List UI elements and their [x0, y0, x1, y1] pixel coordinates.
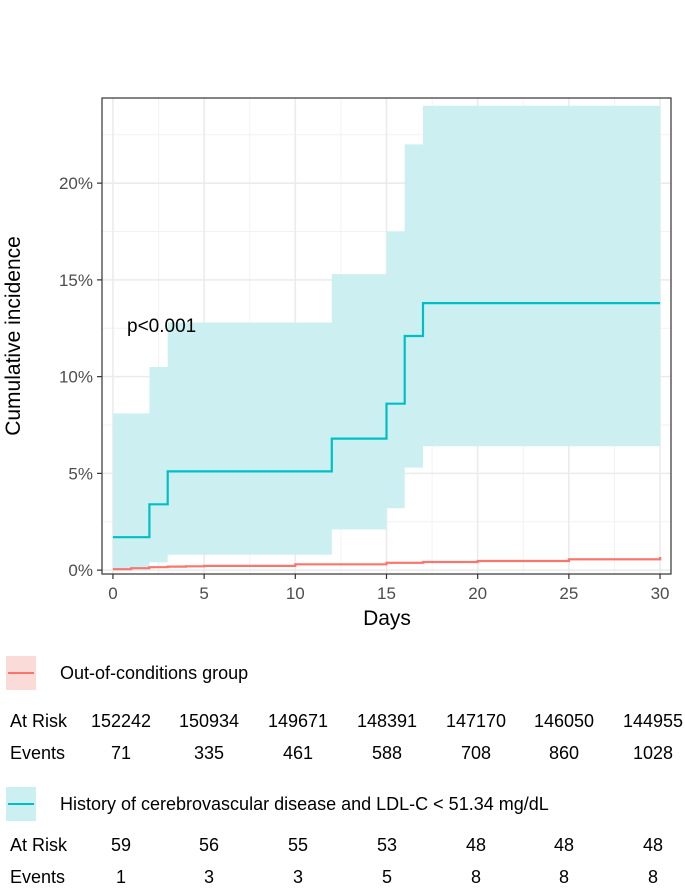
y-tick-label: 15%	[59, 271, 93, 290]
at-risk-label: At Risk	[10, 835, 68, 855]
events-label: Events	[10, 743, 66, 763]
y-tick-label: 10%	[59, 368, 93, 387]
x-axis-ticks: 0 5 10 15 20 25 30	[108, 574, 670, 603]
x-tick-label: 0	[108, 584, 117, 603]
at-risk-cell: 48	[553, 835, 575, 855]
events-cell: 3	[203, 867, 214, 887]
x-tick-label: 20	[468, 584, 487, 603]
legend-label-out-of-conditions: Out-of-conditions group	[60, 662, 249, 683]
at-risk-cell: 146050	[533, 711, 595, 731]
legend-row-cerebrovascular: History of cerebrovascular disease and L…	[6, 787, 549, 821]
events-cell: 8	[470, 867, 481, 887]
events-row-cerebrovascular: Events 1 3 3 5 8 8 8	[0, 867, 685, 893]
x-tick-label: 10	[286, 584, 305, 603]
at-risk-cell: 144955	[622, 711, 684, 731]
at-risk-row-cerebrovascular: At Risk 59 56 55 53 48 48 48	[0, 835, 685, 861]
x-tick-label: 5	[199, 584, 208, 603]
y-tick-label: 20%	[59, 174, 93, 193]
events-cell: 860	[548, 743, 580, 763]
confidence-band-series-1	[112, 105, 661, 571]
events-cell: 5	[381, 867, 392, 887]
series-line-0	[112, 557, 662, 571]
x-axis-title: Days	[363, 607, 411, 630]
events-cell: 461	[282, 743, 314, 763]
events-cell: 1028	[632, 743, 674, 763]
legend-row-out-of-conditions: Out-of-conditions group	[6, 656, 248, 690]
events-row-out-of-conditions: Events 71 335 461 588 708 860 1028	[0, 743, 685, 769]
at-risk-cell: 150934	[178, 711, 240, 731]
events-cell: 588	[371, 743, 403, 763]
legend-key-cerebrovascular	[6, 787, 36, 821]
at-risk-row-out-of-conditions: At Risk 152242 150934 149671 148391 1471…	[0, 711, 685, 737]
at-risk-cell: 59	[110, 835, 132, 855]
legend-label-cerebrovascular: History of cerebrovascular disease and L…	[60, 793, 549, 814]
p-value-annotation: p<0.001	[127, 316, 196, 337]
events-label: Events	[10, 867, 66, 887]
events-cell: 8	[558, 867, 569, 887]
events-cell: 8	[647, 867, 658, 887]
events-cell: 3	[292, 867, 303, 887]
at-risk-cell: 152242	[90, 711, 152, 731]
at-risk-cell: 148391	[356, 711, 418, 731]
y-tick-label: 5%	[68, 464, 93, 483]
at-risk-label: At Risk	[10, 711, 68, 731]
cumulative-incidence-chart: 0 5 10 15 20 25 30 0%5%10%15%20% p<0.001 Days …	[2, 97, 672, 630]
y-axis-ticks: 0% 5% 10% 15% 20%	[59, 174, 102, 580]
events-cell: 1	[115, 867, 126, 887]
y-axis-title: Cumulative incidence	[2, 236, 25, 436]
series-line-1	[112, 302, 661, 539]
at-risk-cell: 149671	[267, 711, 329, 731]
events-cell: 71	[110, 743, 132, 763]
y-tick-label: 0%	[68, 561, 93, 580]
x-tick-label: 30	[651, 584, 670, 603]
x-tick-label: 15	[377, 584, 396, 603]
events-cell: 708	[460, 743, 492, 763]
x-tick-label: 25	[559, 584, 578, 603]
at-risk-cell: 53	[376, 835, 398, 855]
at-risk-cell: 55	[287, 835, 309, 855]
legend-key-out-of-conditions	[6, 656, 36, 690]
series-lines	[112, 302, 662, 571]
at-risk-cell: 48	[465, 835, 487, 855]
events-cell: 335	[193, 743, 225, 763]
at-risk-cell: 56	[198, 835, 220, 855]
at-risk-cell: 48	[642, 835, 664, 855]
at-risk-cell: 147170	[445, 711, 507, 731]
